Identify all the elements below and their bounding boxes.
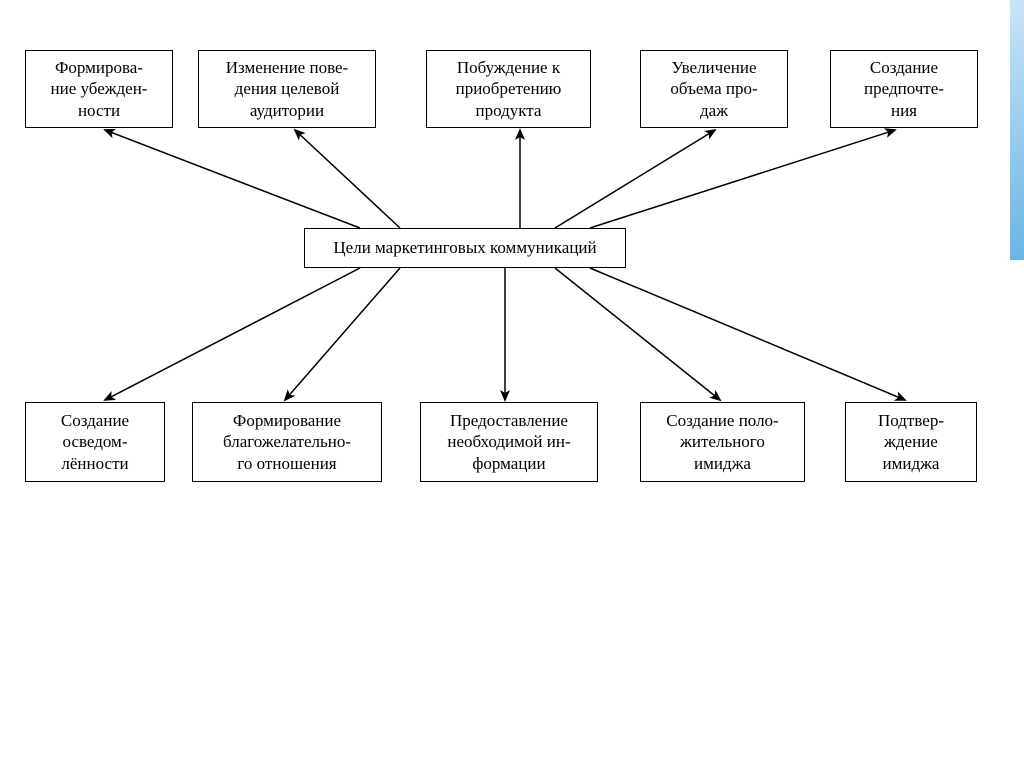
top-node-4: Увеличениеобъема про-даж [640, 50, 788, 128]
bottom-node-4: Создание поло-жительногоимиджа [640, 402, 805, 482]
top-node-5-label: Созданиепредпочте-ния [864, 57, 944, 121]
bottom-node-1-label: Созданиеосведом-лённости [61, 410, 129, 474]
top-node-2-label: Изменение пове-дения целевойаудитории [226, 57, 348, 121]
top-node-5: Созданиепредпочте-ния [830, 50, 978, 128]
center-node: Цели маркетинговых коммуникаций [304, 228, 626, 268]
bottom-node-2-label: Формированиеблагожелательно-го отношения [223, 410, 351, 474]
top-node-3: Побуждение кприобретениюпродукта [426, 50, 591, 128]
top-node-1: Формирова-ние убежден-ности [25, 50, 173, 128]
top-node-2: Изменение пове-дения целевойаудитории [198, 50, 376, 128]
top-node-4-label: Увеличениеобъема про-даж [670, 57, 757, 121]
bottom-node-4-label: Создание поло-жительногоимиджа [666, 410, 778, 474]
bottom-node-1: Созданиеосведом-лённости [25, 402, 165, 482]
top-node-3-label: Побуждение кприобретениюпродукта [456, 57, 562, 121]
bottom-node-2: Формированиеблагожелательно-го отношения [192, 402, 382, 482]
slide-side-gradient [1010, 0, 1024, 260]
bottom-node-5-label: Подтвер-ждениеимиджа [878, 410, 944, 474]
bottom-node-3-label: Предоставлениенеобходимой ин-формации [447, 410, 570, 474]
bottom-node-5: Подтвер-ждениеимиджа [845, 402, 977, 482]
center-node-label: Цели маркетинговых коммуникаций [333, 237, 596, 258]
bottom-node-3: Предоставлениенеобходимой ин-формации [420, 402, 598, 482]
top-node-1-label: Формирова-ние убежден-ности [51, 57, 148, 121]
